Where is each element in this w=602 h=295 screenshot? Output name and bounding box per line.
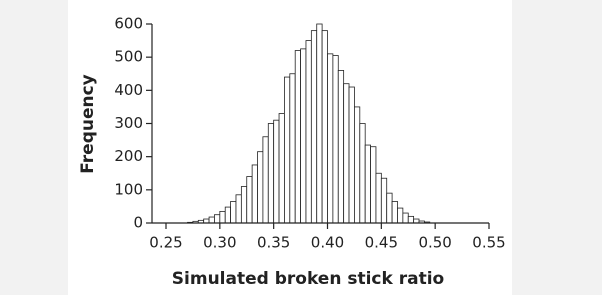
bar xyxy=(407,215,415,224)
bar xyxy=(240,186,248,224)
y-tick-label: 200 xyxy=(114,147,143,165)
bar xyxy=(316,23,323,224)
y-axis-label: Frequency xyxy=(78,74,98,174)
bar xyxy=(278,113,285,224)
bar xyxy=(257,151,264,224)
x-tick-label: 0.35 xyxy=(257,234,290,252)
bar xyxy=(284,76,291,224)
bar xyxy=(402,212,409,224)
bar xyxy=(246,176,253,224)
bar xyxy=(262,136,269,224)
bar xyxy=(267,123,275,224)
bar xyxy=(321,30,328,224)
bar xyxy=(300,48,307,224)
bar xyxy=(305,40,312,224)
x-tick-label: 0.50 xyxy=(418,234,451,252)
y-tick-label: 100 xyxy=(114,180,143,198)
bar xyxy=(219,210,226,224)
x-tick-label: 0.45 xyxy=(365,234,398,252)
y-tick-label: 300 xyxy=(114,114,143,132)
bar xyxy=(359,123,366,224)
x-tick-label: 0.40 xyxy=(311,234,344,252)
bar xyxy=(289,73,296,224)
bar xyxy=(386,192,393,224)
x-tick-label: 0.30 xyxy=(203,234,236,252)
bar xyxy=(337,70,345,224)
bar xyxy=(208,216,215,224)
bar xyxy=(294,50,301,224)
bar xyxy=(375,172,382,224)
x-tick-label: 0.55 xyxy=(472,234,505,252)
bar xyxy=(327,53,334,224)
bar xyxy=(235,194,242,224)
y-tick-label: 500 xyxy=(114,48,143,66)
bar xyxy=(348,86,355,224)
bar xyxy=(354,106,361,224)
bar xyxy=(370,146,377,224)
bar xyxy=(273,119,280,224)
bar xyxy=(391,201,398,224)
y-tick-label: 400 xyxy=(114,81,143,99)
bar xyxy=(310,30,318,224)
bar xyxy=(364,144,371,224)
bar xyxy=(343,83,350,224)
bar xyxy=(251,164,258,224)
bar xyxy=(224,206,231,224)
bar xyxy=(397,207,404,224)
y-tick-label: 600 xyxy=(114,15,143,33)
bar xyxy=(332,55,339,224)
bar xyxy=(214,214,221,224)
x-tick-label: 0.25 xyxy=(149,234,182,252)
bar xyxy=(230,201,237,224)
x-axis-label: Simulated broken stick ratio xyxy=(172,269,444,289)
y-tick-label: 0 xyxy=(133,214,143,232)
bar xyxy=(380,177,388,224)
